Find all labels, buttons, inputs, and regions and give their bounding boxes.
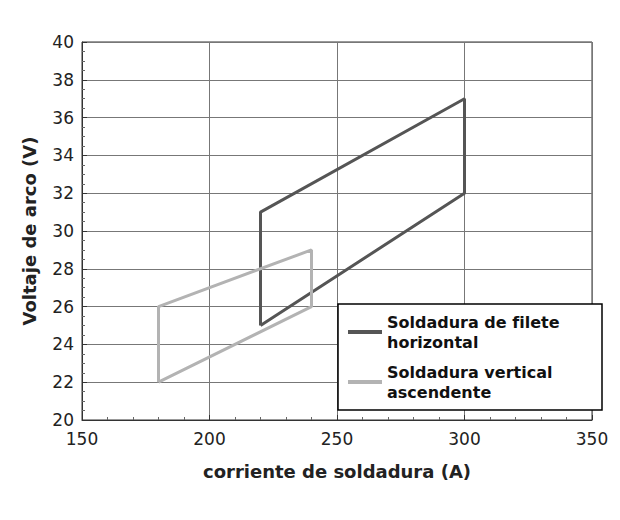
svg-text:28: 28 [52,259,74,279]
svg-text:38: 38 [52,70,74,90]
svg-text:Soldadura vertical: Soldadura vertical [387,363,558,382]
svg-text:horizontal: horizontal [387,333,478,352]
svg-text:34: 34 [52,145,74,165]
svg-text:350: 350 [576,429,608,449]
svg-text:20: 20 [52,410,74,430]
svg-text:30: 30 [52,221,74,241]
svg-text:32: 32 [52,183,74,203]
svg-text:corriente de soldadura (A): corriente de soldadura (A) [203,461,471,482]
svg-text:Soldadura de filete: Soldadura de filete [387,313,565,332]
svg-text:150: 150 [66,429,98,449]
svg-text:Voltaje de arco (V): Voltaje de arco (V) [19,137,40,326]
svg-text:300: 300 [448,429,480,449]
svg-text:250: 250 [321,429,353,449]
svg-text:200: 200 [193,429,225,449]
svg-text:ascendente: ascendente [387,383,491,402]
svg-text:40: 40 [52,32,74,52]
svg-text:22: 22 [52,372,74,392]
svg-text:24: 24 [52,334,74,354]
svg-text:26: 26 [52,297,74,317]
svg-text:36: 36 [52,108,74,128]
